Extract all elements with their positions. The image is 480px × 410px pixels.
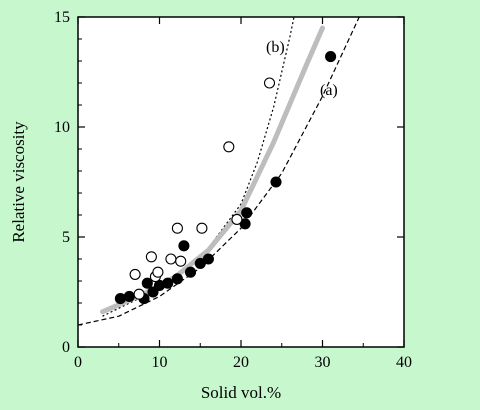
- data-point-open: [145, 251, 157, 263]
- data-point-open: [196, 222, 208, 234]
- data-point-open: [133, 288, 145, 300]
- data-point-filled: [202, 253, 214, 265]
- data-point-open: [152, 266, 164, 278]
- curve-dotted: [102, 17, 295, 317]
- x-tick-label: 40: [396, 354, 412, 371]
- data-point-filled: [171, 273, 183, 285]
- curve-a-label: (a): [320, 82, 338, 99]
- data-point-filled: [178, 240, 190, 252]
- curve-b-label: (b): [266, 39, 285, 56]
- data-point-open: [223, 141, 235, 153]
- data-point-open: [263, 77, 276, 89]
- data-point-open: [171, 222, 183, 234]
- data-point-filled: [123, 290, 135, 302]
- y-tick-label: 10: [54, 119, 70, 136]
- y-tick-label: 15: [54, 9, 70, 26]
- y-axis-title: Relative viscosity: [9, 121, 28, 243]
- x-tick-label: 30: [315, 354, 331, 371]
- data-point-open: [129, 268, 141, 280]
- x-tick-label: 0: [74, 354, 82, 371]
- data-point-open: [231, 213, 243, 225]
- y-tick-label: 5: [62, 229, 70, 246]
- data-point-filled: [241, 207, 253, 219]
- x-tick-label: 10: [152, 354, 168, 371]
- data-point-filled: [147, 286, 159, 298]
- data-point-open: [165, 253, 177, 265]
- data-point-open: [175, 255, 187, 267]
- y-tick-label: 0: [62, 339, 70, 356]
- data-point-filled: [325, 51, 337, 63]
- data-point-filled: [141, 277, 153, 289]
- data-point-filled: [162, 277, 174, 289]
- data-point-filled: [270, 176, 282, 188]
- data-point-filled: [184, 266, 197, 278]
- x-tick-label: 20: [233, 354, 249, 371]
- x-axis-title: Solid vol.%: [201, 383, 281, 402]
- axis-ticks: [77, 16, 405, 348]
- tick-labels: 0 10 20 30 40 0 5 10 15: [54, 9, 412, 371]
- curve-dashed: [78, 17, 360, 326]
- data-point-filled: [114, 293, 126, 305]
- chart-marks: [78, 17, 360, 326]
